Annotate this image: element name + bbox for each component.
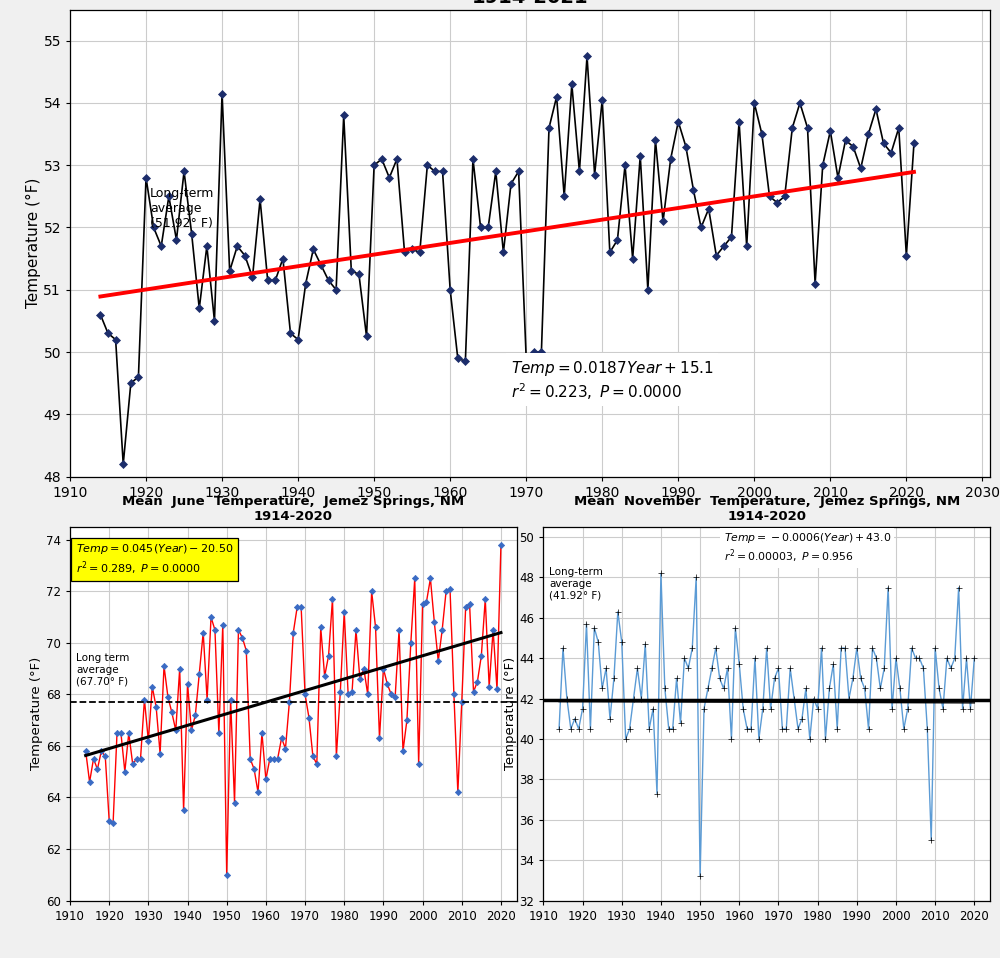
Text: Long-term
average
(51.92° F): Long-term average (51.92° F) — [150, 187, 214, 230]
Text: $\mathit{Temp}=0.0187\mathit{Year}+15.1$
$\mathit{r}^2=0.223,\ P=0.0000$: $\mathit{Temp}=0.0187\mathit{Year}+15.1$… — [511, 358, 714, 401]
Title: Mean  Annual  Temperature,  Jemez Springs, NM
1914-2021: Mean Annual Temperature, Jemez Springs, … — [265, 0, 795, 7]
Y-axis label: Temperature (°F): Temperature (°F) — [26, 178, 41, 308]
Title: Mean  November  Temperature,  Jemez Springs, NM
1914-2020: Mean November Temperature, Jemez Springs… — [574, 495, 960, 523]
Text: $\mathit{Temp}=0.045(\mathit{Year})-20.50$
$r^2=0.289,\ P=0.0000$: $\mathit{Temp}=0.045(\mathit{Year})-20.5… — [76, 542, 233, 577]
Y-axis label: Temperature (°F): Temperature (°F) — [30, 657, 43, 770]
Text: $\mathit{Temp}=-0.0006(\mathit{Year})+43.0$
$r^2=0.00003,\ P=0.956$: $\mathit{Temp}=-0.0006(\mathit{Year})+43… — [724, 531, 891, 565]
Title: Mean  June  Temperature,  Jemez Springs, NM
1914-2020: Mean June Temperature, Jemez Springs, NM… — [122, 495, 464, 523]
Y-axis label: Temperature (°F): Temperature (°F) — [504, 657, 517, 770]
Text: Long term
average
(67.70° F): Long term average (67.70° F) — [76, 653, 129, 686]
Text: Long-term
average
(41.92° F): Long-term average (41.92° F) — [549, 567, 603, 601]
